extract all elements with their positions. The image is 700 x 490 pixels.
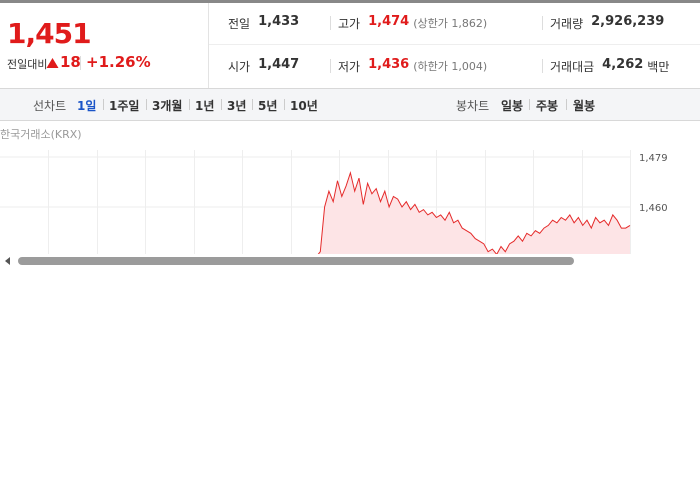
stat-note: (상한가 1,862): [413, 17, 488, 30]
tab[interactable]: 1년: [195, 99, 215, 113]
stat-label: 거래대금: [550, 60, 595, 74]
source: 한국거래소(KRX): [0, 128, 82, 141]
y-tick-label: 1,479: [639, 153, 668, 164]
stat-value: 2,926,239: [591, 14, 665, 29]
tab-divider: [103, 99, 104, 110]
tab-divider: [566, 99, 567, 110]
tab-divider: [284, 99, 285, 110]
price-panel: 1,451 전일대비 18 +1.26%: [0, 3, 209, 88]
tab[interactable]: 월봉: [573, 99, 596, 113]
price: 1,451: [7, 17, 92, 50]
change-rate: +1.26%: [86, 53, 151, 71]
tab-divider: [189, 99, 190, 110]
tab[interactable]: 주봉: [536, 99, 559, 113]
scroll-thumb[interactable]: [18, 257, 574, 265]
tab[interactable]: 3개월: [152, 99, 183, 113]
stat-label: 시가: [228, 60, 251, 74]
tab-divider: [252, 99, 253, 110]
change-label: 전일대비: [7, 58, 48, 71]
divider: [80, 56, 81, 70]
chart: 한국거래소(KRX) 1,441 1,460 1,479: [0, 128, 668, 265]
column-divider: [330, 59, 331, 73]
stat-label: 고가: [338, 17, 361, 31]
stat-value: 1,447: [258, 57, 300, 72]
stat-label: 전일: [228, 17, 251, 31]
column-divider: [542, 16, 543, 30]
scroll-arrow[interactable]: [5, 257, 10, 265]
tab[interactable]: 3년: [227, 99, 247, 113]
column-divider: [330, 16, 331, 30]
change: 18: [60, 53, 81, 71]
stat-label: 저가: [338, 60, 361, 74]
line: [317, 170, 631, 254]
tab[interactable]: 5년: [258, 99, 278, 113]
tab-divider: [221, 99, 222, 110]
up-icon: [46, 58, 59, 68]
y-tick-label: 1,460: [639, 203, 668, 214]
stat-value: 1,433: [258, 14, 300, 29]
tab[interactable]: 일봉: [501, 99, 524, 113]
tab[interactable]: 1주일: [109, 99, 140, 113]
tab-divider: [146, 99, 147, 110]
stat-label: 거래량: [550, 17, 584, 31]
stat-value: 1,436: [368, 57, 410, 72]
stat-value: 4,262: [602, 57, 644, 72]
column-divider: [542, 59, 543, 73]
top-bar: [0, 0, 700, 3]
tab-bar: [0, 88, 700, 121]
row-divider: [209, 44, 700, 45]
tab-divider: [529, 99, 530, 110]
tab[interactable]: 10년: [290, 99, 318, 113]
tab[interactable]: 1일: [77, 99, 97, 113]
area: [318, 172, 630, 254]
tab-label: 선차트: [33, 99, 67, 113]
stat-value: 1,474: [368, 14, 410, 29]
stat-note: 백만: [647, 60, 670, 74]
stat-note: (하한가 1,004): [413, 60, 488, 73]
tab-label: 봉차트: [456, 99, 490, 113]
y-tick-label: 1,441: [639, 253, 668, 264]
